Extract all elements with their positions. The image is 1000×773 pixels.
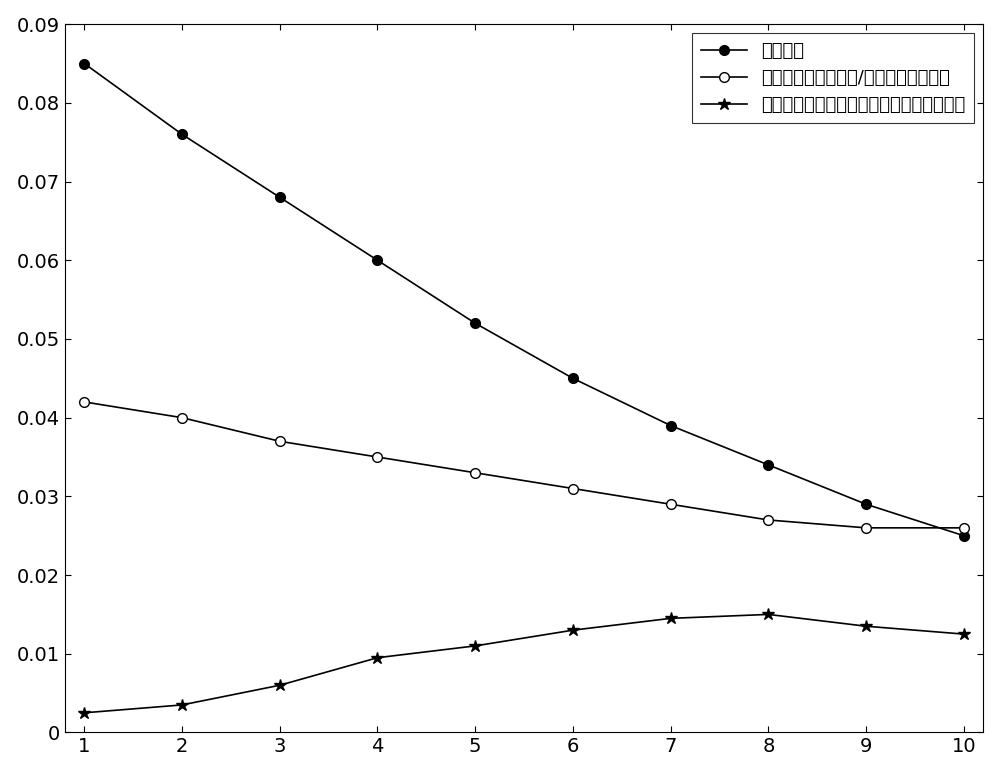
基于迭代计算的惯性/地磁匹配方法误差 [860,523,872,533]
基于迭代计算的惯性/地磁匹配方法误差 [469,468,481,478]
基于迭代计算的惯性/地磁匹配方法误差 [762,516,774,525]
基于迭代计算的惯性/地磁匹配方法误差 [78,397,90,407]
基于抗差估计的惯性地磁匹配定位方法误差 [274,680,286,690]
基于抗差估计的惯性地磁匹配定位方法误差 [469,642,481,651]
惯导误差 [176,130,188,139]
基于抗差估计的惯性地磁匹配定位方法误差 [567,625,579,635]
Line: 基于抗差估计的惯性地磁匹配定位方法误差: 基于抗差估计的惯性地磁匹配定位方法误差 [78,608,970,719]
惯导误差 [567,373,579,383]
惯导误差 [78,59,90,68]
惯导误差 [762,460,774,469]
惯导误差 [665,421,677,431]
基于抗差估计的惯性地磁匹配定位方法误差 [762,610,774,619]
基于迭代计算的惯性/地磁匹配方法误差 [567,484,579,493]
Legend: 惯导误差, 基于迭代计算的惯性/地磁匹配方法误差, 基于抗差估计的惯性地磁匹配定位方法误差: 惯导误差, 基于迭代计算的惯性/地磁匹配方法误差, 基于抗差估计的惯性地磁匹配定… [692,33,974,124]
Line: 惯导误差: 惯导误差 [79,59,969,540]
惯导误差 [274,192,286,202]
惯导误差 [958,531,970,540]
惯导误差 [860,499,872,509]
基于抗差估计的惯性地磁匹配定位方法误差 [665,614,677,623]
惯导误差 [469,318,481,328]
基于迭代计算的惯性/地磁匹配方法误差 [274,437,286,446]
基于迭代计算的惯性/地磁匹配方法误差 [371,452,383,461]
基于抗差估计的惯性地磁匹配定位方法误差 [78,708,90,717]
基于抗差估计的惯性地磁匹配定位方法误差 [371,653,383,662]
基于抗差估计的惯性地磁匹配定位方法误差 [958,629,970,638]
基于抗差估计的惯性地磁匹配定位方法误差 [860,621,872,631]
惯导误差 [371,256,383,265]
基于迭代计算的惯性/地磁匹配方法误差 [958,523,970,533]
基于迭代计算的惯性/地磁匹配方法误差 [665,499,677,509]
基于迭代计算的惯性/地磁匹配方法误差 [176,413,188,422]
基于抗差估计的惯性地磁匹配定位方法误差 [176,700,188,710]
Line: 基于迭代计算的惯性/地磁匹配方法误差: 基于迭代计算的惯性/地磁匹配方法误差 [79,397,969,533]
